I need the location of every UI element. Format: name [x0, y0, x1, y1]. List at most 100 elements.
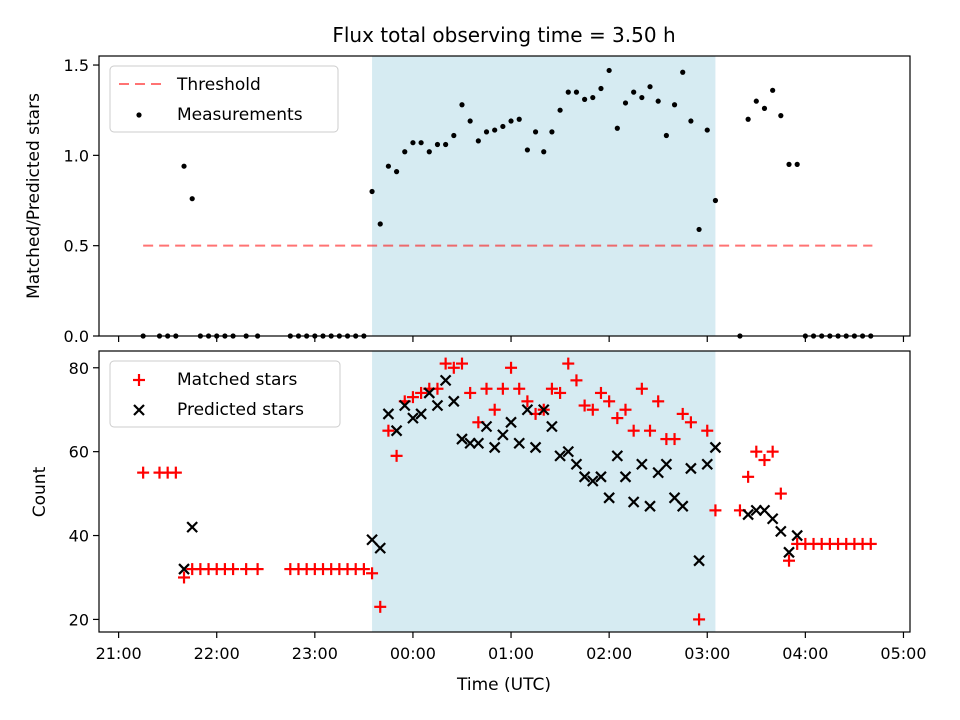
measurement-point: [696, 226, 702, 233]
top-shaded-span: [372, 56, 716, 336]
matched-star-point: [406, 391, 419, 404]
matched-star-point: [554, 386, 567, 399]
matched-star-point: [562, 357, 575, 370]
matched-star-point: [742, 470, 755, 483]
measurement-point: [492, 127, 498, 133]
predicted-star-point: [676, 500, 689, 512]
matched-star-point: [251, 563, 264, 576]
matched-star-point: [709, 504, 722, 517]
matched-star-point: [750, 445, 763, 458]
measurement-point: [516, 116, 522, 122]
measurement-point: [393, 169, 400, 175]
top-x-ticks: [118, 336, 905, 342]
measurement-point: [606, 67, 612, 74]
matched-star-point: [178, 571, 191, 584]
matched-star-point: [415, 386, 428, 399]
predicted-star-point: [644, 500, 656, 512]
top-y-axis-label: Matched/Predicted stars: [24, 93, 44, 299]
legend-measurements-label: Measurements: [177, 105, 303, 125]
matched-star-point: [864, 537, 877, 550]
measurement-point: [647, 84, 653, 90]
measurement-point: [410, 140, 416, 146]
measurement-point: [402, 149, 408, 155]
bottom-y-axis-label: Count: [30, 466, 50, 517]
predicted-star-point: [407, 412, 419, 424]
bottom-legend-box: [109, 360, 341, 428]
predicted-star-point: [619, 471, 632, 483]
matched-star-point: [668, 433, 681, 446]
measurement-point: [500, 123, 506, 130]
predicted-star-point: [390, 424, 403, 437]
measurement-point: [541, 149, 547, 155]
predicted-star-point: [488, 441, 501, 454]
matched-star-point: [570, 374, 583, 387]
bottom-panel: 20 40 60 80 21:00 22:00 23:00 00:00 01:00 02:00 0…: [30, 350, 927, 695]
predicted-star-point: [766, 512, 779, 525]
predicted-star-point: [570, 458, 583, 471]
measurement-point: [483, 129, 490, 135]
matched-star-point: [169, 466, 182, 479]
measurement-point: [704, 127, 710, 133]
measurement-point: [434, 141, 441, 148]
legend-matched-label: Matched stars: [177, 370, 297, 390]
matched-star-point: [578, 399, 591, 412]
matched-star-point: [586, 403, 599, 416]
matched-star-point: [627, 424, 640, 437]
measurement-point: [590, 94, 596, 101]
measurement-point: [508, 118, 514, 124]
measurement-point: [622, 100, 629, 106]
measurement-point: [459, 102, 465, 108]
matched-star-point: [374, 600, 387, 613]
x-axis-label: Time (UTC): [456, 675, 551, 695]
measurement-point: [377, 221, 383, 227]
y-tick-label: 1.0: [64, 146, 89, 165]
measurement-point: [786, 161, 792, 167]
matched-star-point: [521, 395, 534, 408]
predicted-star-point: [529, 441, 542, 454]
matched-star-point: [513, 382, 526, 395]
measurement-point: [524, 147, 530, 153]
bottom-legend: Matched stars Predicted stars: [109, 360, 341, 428]
measurement-point: [745, 116, 751, 122]
x-tick-label: 00:00: [390, 644, 436, 663]
measurement-point: [778, 113, 784, 119]
matched-star-point: [603, 395, 616, 408]
top-panel: 0.0 0.5 1.0 1.5 Matched/Predicted stars Thr…: [24, 55, 911, 346]
measurement-point: [614, 125, 620, 131]
measurement-point: [418, 140, 424, 146]
predicted-star-point: [783, 546, 795, 559]
matched-star-point: [455, 357, 468, 370]
measurement-point: [671, 102, 678, 108]
predicted-star-point: [415, 408, 427, 420]
matched-star-point: [137, 466, 150, 479]
matched-star-point: [758, 454, 771, 467]
matched-star-point: [774, 487, 787, 500]
predicted-star-point: [186, 521, 198, 533]
legend-predicted-swatch: [133, 404, 145, 416]
measurement-point: [189, 196, 195, 202]
matched-star-point: [693, 613, 706, 626]
measurement-point: [565, 89, 571, 95]
predicted-star-point: [448, 395, 460, 408]
predicted-star-point: [660, 458, 673, 471]
predicted-star-point: [456, 433, 468, 445]
matched-star-point: [240, 563, 253, 576]
measurement-point: [655, 98, 661, 104]
matched-star-point: [611, 412, 624, 425]
y-tick-label: 80: [69, 359, 89, 378]
predicted-star-point: [775, 525, 787, 538]
top-points: [140, 67, 874, 339]
x-tick-label: 03:00: [684, 644, 730, 663]
matched-star-point: [366, 567, 379, 580]
matched-star-point: [505, 361, 518, 374]
bottom-points: [137, 357, 877, 626]
measurement-point: [582, 96, 588, 102]
measurement-point: [467, 118, 473, 124]
measurement-point: [631, 89, 637, 95]
measurement-point: [770, 87, 776, 93]
measurement-point: [532, 129, 539, 135]
measurement-point: [385, 163, 392, 169]
predicted-star-point: [636, 458, 648, 471]
y-tick-label: 60: [69, 443, 89, 462]
bottom-x-ticks: 21:00 22:00 23:00 00:00 01:00 02:00 03:00 04:00…: [96, 632, 927, 663]
